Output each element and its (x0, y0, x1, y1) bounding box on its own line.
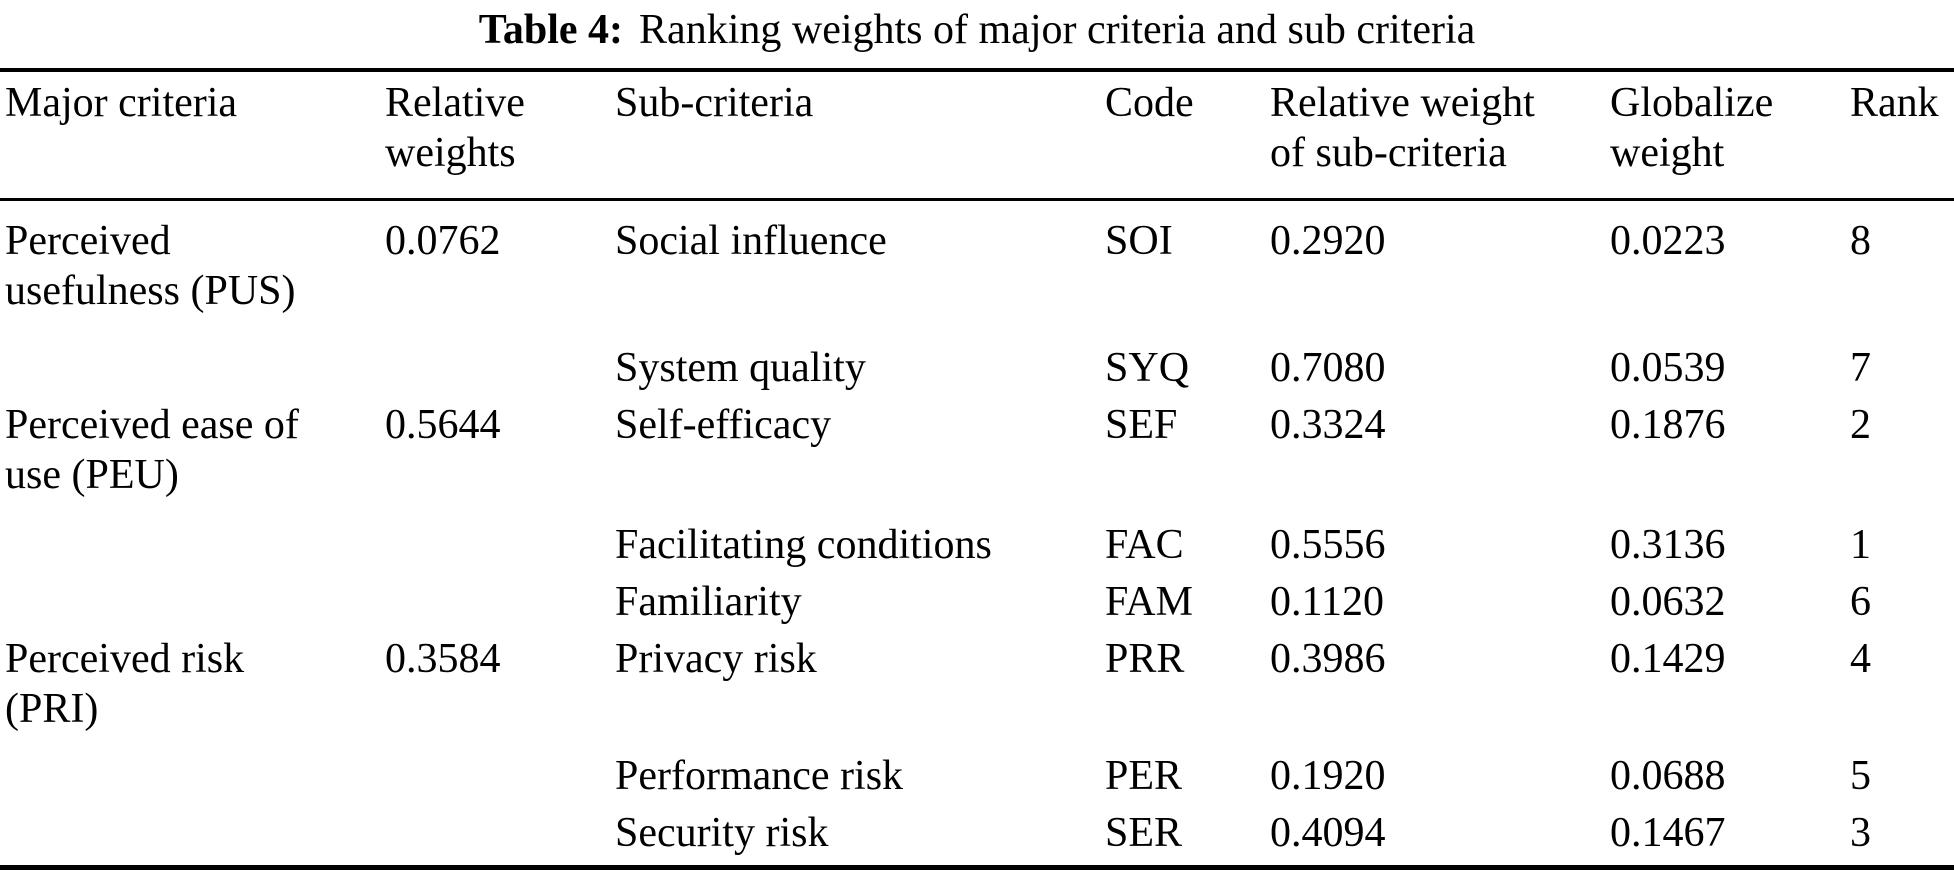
cell-global-weight: 0.1429 (1610, 636, 1726, 682)
table-caption: Table 4: Ranking weights of major criteri… (0, 0, 1954, 68)
cell-rank: 7 (1850, 345, 1871, 391)
col-header-rank: Rank (1850, 70, 1954, 201)
cell-sub-weight: 0.1920 (1270, 753, 1386, 799)
cell-global-weight: 0.1467 (1610, 810, 1726, 856)
col-header-relative-weight-of-sub-criteria: Relative weight of sub-criteria (1270, 70, 1610, 201)
cell-global-weight: 0.0632 (1610, 579, 1726, 625)
cell-relative-weight (385, 343, 615, 400)
table-row: Perceived usefulness (PUS) 0.0762 Social… (0, 200, 1954, 344)
cell-sub-weight: 0.7080 (1270, 345, 1386, 391)
table-caption-text: Ranking weights of major criteria and su… (639, 7, 1476, 53)
cell-code: FAC (1105, 522, 1184, 568)
cell-major-criteria (0, 751, 385, 808)
cell-global-weight: 0.0688 (1610, 753, 1726, 799)
cell-relative-weight (385, 751, 615, 808)
cell-rank: 6 (1850, 579, 1871, 625)
table-row: Performance risk PER 0.1920 0.0688 5 (0, 751, 1954, 808)
cell-code: SYQ (1105, 345, 1190, 391)
table-caption-label: Table 4: (478, 7, 624, 53)
cell-sub-criteria: Privacy risk (615, 636, 817, 682)
cell-code: SEF (1105, 402, 1178, 448)
col-header-globalize-weight: Globalize weight (1610, 70, 1850, 201)
cell-rank: 5 (1850, 753, 1871, 799)
cell-sub-weight: 0.4094 (1270, 810, 1386, 856)
cell-sub-weight: 0.3986 (1270, 636, 1386, 682)
cell-sub-weight: 0.2920 (1270, 218, 1386, 264)
table-row: Familiarity FAM 0.1120 0.0632 6 (0, 577, 1954, 634)
cell-major-criteria: Perceived risk (PRI) (5, 636, 245, 732)
cell-code: PRR (1105, 636, 1185, 682)
cell-sub-criteria: Security risk (615, 810, 829, 856)
cell-sub-weight: 0.3324 (1270, 402, 1386, 448)
cell-sub-criteria: Self-efficacy (615, 402, 832, 448)
cell-relative-weight: 0.5644 (385, 402, 501, 448)
cell-rank: 4 (1850, 636, 1871, 682)
cell-code: FAM (1105, 579, 1193, 625)
cell-relative-weight (385, 577, 615, 634)
col-header-code: Code (1105, 70, 1270, 201)
col-header-major-criteria: Major criteria (0, 70, 385, 201)
cell-sub-criteria: Facilitating conditions (615, 522, 992, 568)
ranking-weights-table: Major criteria Relative weights Sub-crit… (0, 68, 1954, 870)
cell-sub-weight: 0.5556 (1270, 522, 1386, 568)
cell-code: SOI (1105, 218, 1173, 264)
cell-rank: 2 (1850, 402, 1871, 448)
cell-relative-weight: 0.3584 (385, 636, 501, 682)
cell-major-criteria (0, 343, 385, 400)
cell-rank: 1 (1850, 522, 1871, 568)
cell-global-weight: 0.3136 (1610, 522, 1726, 568)
cell-major-criteria (0, 808, 385, 868)
table-row: System quality SYQ 0.7080 0.0539 7 (0, 343, 1954, 400)
cell-major-criteria (0, 520, 385, 577)
cell-sub-criteria: Familiarity (615, 579, 802, 625)
cell-global-weight: 0.0223 (1610, 218, 1726, 264)
cell-sub-weight: 0.1120 (1270, 579, 1384, 625)
cell-sub-criteria: System quality (615, 345, 866, 391)
cell-relative-weight (385, 520, 615, 577)
cell-sub-criteria: Social influence (615, 218, 887, 264)
cell-relative-weight: 0.0762 (385, 218, 501, 264)
cell-major-criteria: Perceived ease of use (PEU) (5, 402, 299, 498)
col-header-sub-criteria: Sub-criteria (615, 70, 1105, 201)
cell-code: PER (1105, 753, 1183, 799)
cell-major-criteria (0, 577, 385, 634)
cell-sub-criteria: Performance risk (615, 753, 904, 799)
table-row: Perceived risk (PRI) 0.3584 Privacy risk… (0, 634, 1954, 751)
table-row: Security risk SER 0.4094 0.1467 3 (0, 808, 1954, 868)
table-row: Facilitating conditions FAC 0.5556 0.313… (0, 520, 1954, 577)
cell-global-weight: 0.1876 (1610, 402, 1726, 448)
cell-rank: 8 (1850, 218, 1871, 264)
cell-relative-weight (385, 808, 615, 868)
table-row: Perceived ease of use (PEU) 0.5644 Self-… (0, 400, 1954, 520)
col-header-relative-weights: Relative weights (385, 70, 615, 201)
cell-rank: 3 (1850, 810, 1871, 856)
cell-major-criteria: Perceived usefulness (PUS) (5, 218, 296, 314)
cell-code: SER (1105, 810, 1183, 856)
cell-global-weight: 0.0539 (1610, 345, 1726, 391)
header-row: Major criteria Relative weights Sub-crit… (0, 70, 1954, 201)
